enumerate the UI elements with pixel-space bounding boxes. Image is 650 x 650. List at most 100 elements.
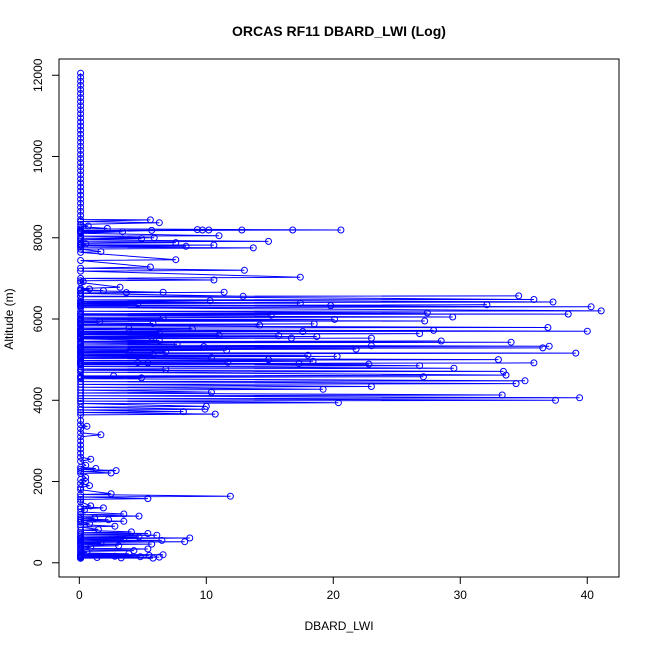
data-point <box>498 391 506 399</box>
data-point <box>162 365 170 373</box>
data-point <box>77 146 85 154</box>
data-point <box>544 324 552 331</box>
data-point <box>206 297 214 305</box>
data-point <box>149 350 157 358</box>
data-point <box>77 449 85 457</box>
data-point <box>188 325 196 333</box>
data-point <box>99 287 107 295</box>
data-point <box>93 554 101 561</box>
data-point <box>138 235 145 243</box>
data-point <box>77 179 85 187</box>
data-point <box>507 338 515 346</box>
data-point <box>117 554 125 562</box>
data-point <box>77 216 85 223</box>
data-point <box>331 315 339 323</box>
data-point <box>77 90 85 97</box>
y-tick-label: 4000 <box>31 387 45 414</box>
data-point <box>138 374 145 382</box>
data-point <box>103 224 111 232</box>
data-point <box>77 151 85 158</box>
data-point <box>162 348 170 356</box>
data-point <box>77 437 85 445</box>
data-point <box>77 175 85 183</box>
data-point <box>144 545 152 553</box>
data-point <box>365 360 373 368</box>
y-tick-label: 6000 <box>31 305 45 332</box>
data-point <box>77 77 85 85</box>
data-point <box>97 248 105 256</box>
data-point <box>111 522 119 530</box>
data-point <box>77 138 85 146</box>
y-tick-label: 10000 <box>31 139 45 173</box>
data-point <box>367 334 375 342</box>
data-point <box>116 283 124 291</box>
data-point <box>483 301 491 309</box>
data-point <box>309 357 317 365</box>
data-point <box>77 106 85 114</box>
data-point <box>238 226 246 234</box>
data-point <box>210 241 218 249</box>
data-point <box>421 317 429 325</box>
data-point <box>77 130 85 138</box>
data-point <box>120 510 128 518</box>
data-point <box>107 469 115 477</box>
data-point <box>207 388 215 396</box>
data-point <box>334 399 342 407</box>
data-point <box>77 467 85 475</box>
data-point <box>249 244 257 252</box>
data-point <box>99 504 107 512</box>
data-point <box>149 320 157 327</box>
data-point <box>530 359 538 367</box>
data-point <box>515 292 523 300</box>
data-point <box>86 520 93 528</box>
x-tick-label: 10 <box>200 588 214 602</box>
data-point <box>430 326 438 334</box>
data-point <box>77 183 85 191</box>
data-point <box>299 328 307 336</box>
data-point <box>144 359 152 367</box>
data-point <box>450 364 458 372</box>
data-point <box>77 187 85 195</box>
data-point <box>77 445 85 453</box>
data-point <box>239 292 247 300</box>
data-point <box>172 256 180 264</box>
data-point <box>96 318 104 326</box>
data-point <box>77 508 85 516</box>
data-point <box>77 142 85 150</box>
data-point <box>134 300 142 308</box>
y-tick-label: 8000 <box>31 224 45 251</box>
data-point <box>256 321 264 329</box>
data-point <box>77 433 85 441</box>
data-point <box>172 239 180 247</box>
data-point <box>120 535 128 543</box>
data-point <box>545 342 553 350</box>
data-point <box>77 81 85 89</box>
data-point <box>337 226 345 234</box>
data-point <box>77 441 85 449</box>
data-point <box>333 352 341 360</box>
data-point <box>77 126 85 134</box>
data-point <box>275 332 283 340</box>
data-point <box>200 343 208 351</box>
data-point <box>77 86 85 93</box>
data-point <box>211 410 219 418</box>
data-point <box>77 453 85 461</box>
data-point <box>77 199 85 207</box>
data-point <box>327 302 335 310</box>
data-point <box>155 329 163 337</box>
data-point <box>87 502 95 510</box>
data-point <box>122 289 130 297</box>
data-point <box>77 493 85 501</box>
data-point <box>77 518 85 526</box>
data-point <box>130 547 138 555</box>
data-point <box>125 550 133 558</box>
y-tick-label: 0 <box>31 559 45 566</box>
data-point <box>521 377 529 385</box>
data-point <box>265 356 272 364</box>
data-point <box>77 403 85 411</box>
data-point <box>77 484 85 492</box>
data-point <box>86 285 93 293</box>
data-point <box>210 276 218 284</box>
data-point <box>159 551 167 559</box>
data-point <box>97 431 105 439</box>
